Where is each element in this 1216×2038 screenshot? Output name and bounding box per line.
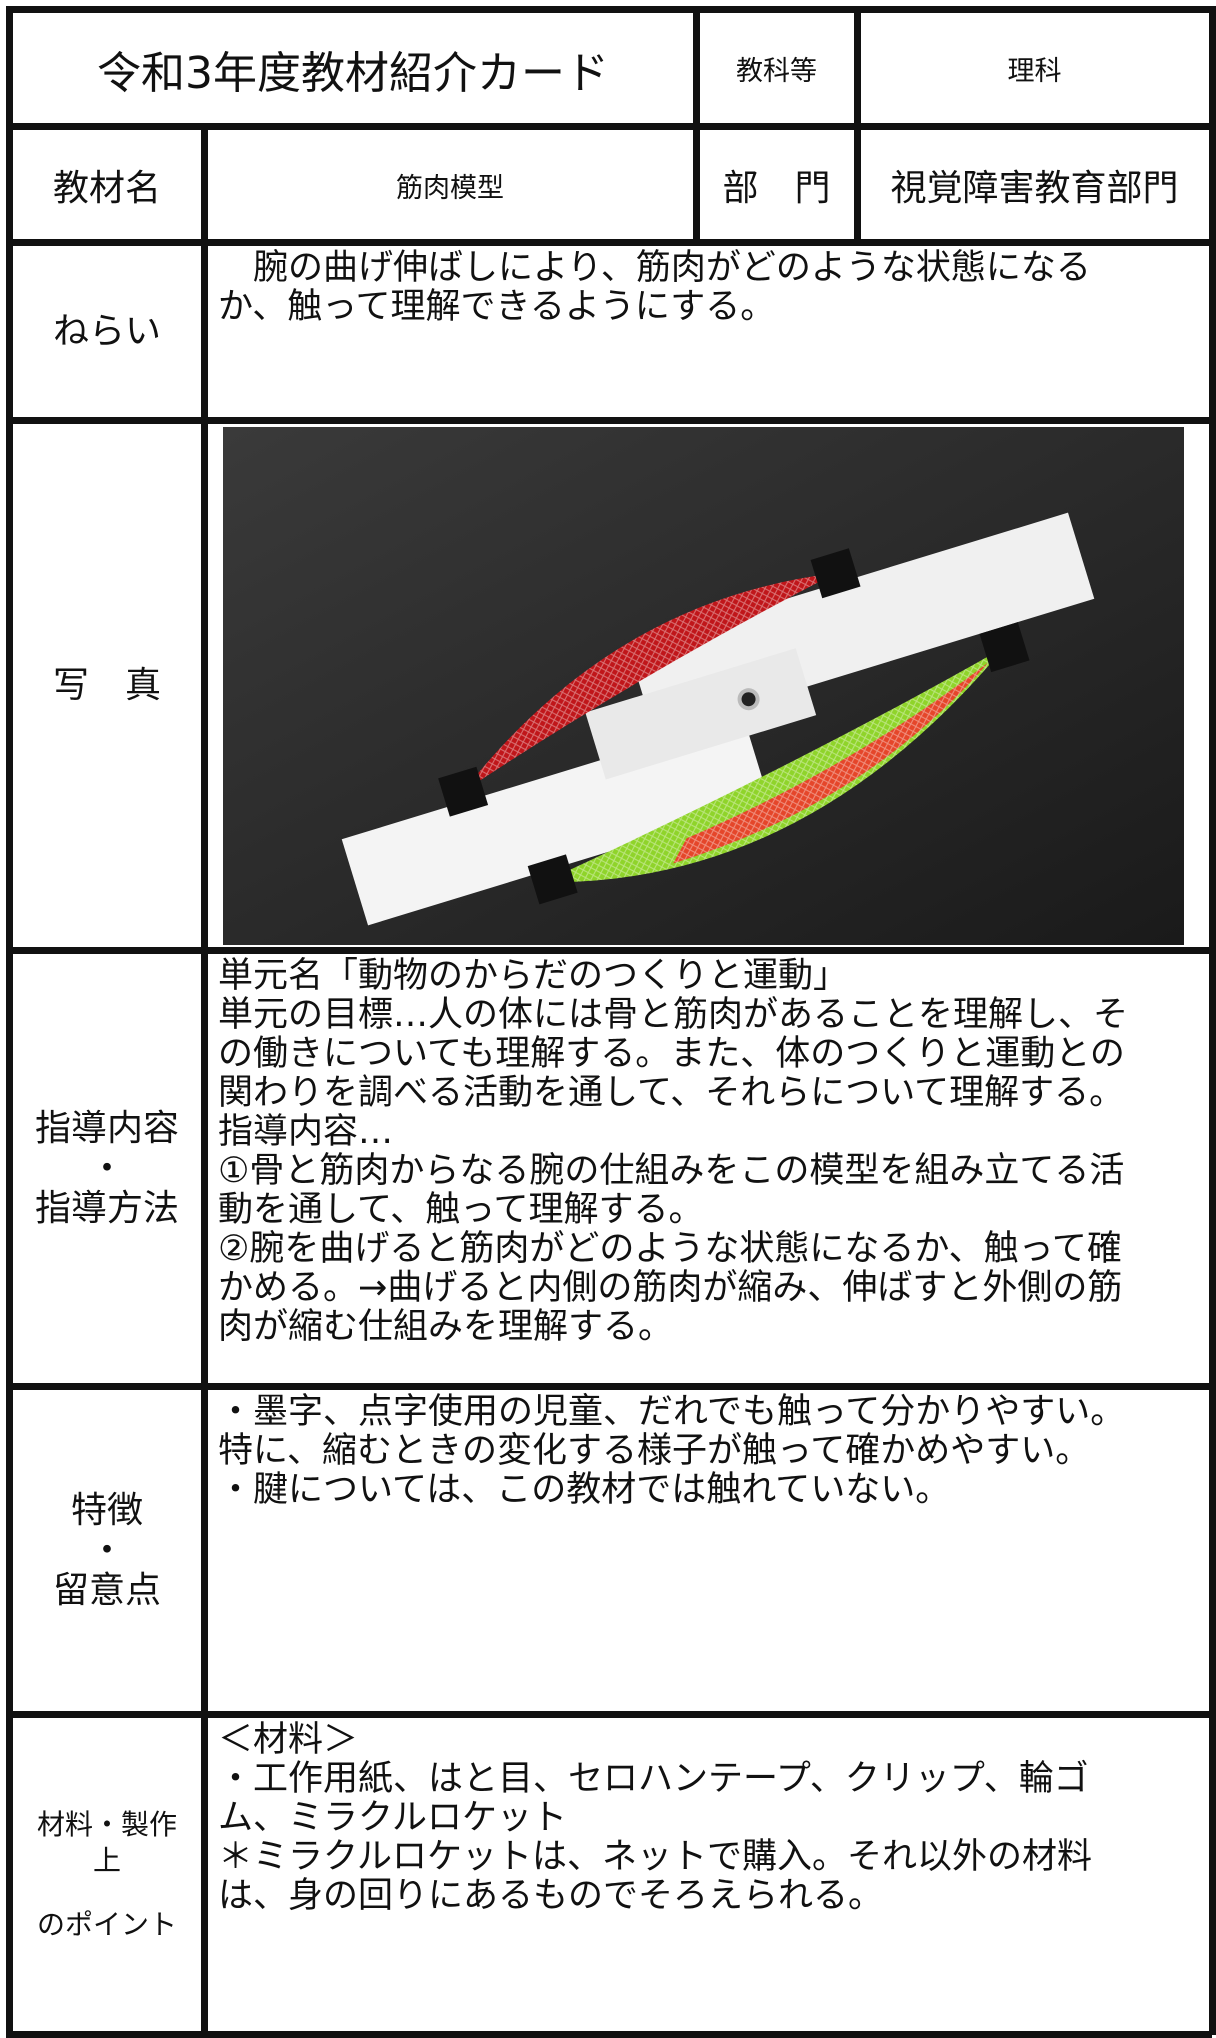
rule-line bbox=[6, 417, 1212, 424]
row-label: 材料・製作上のポイント bbox=[10, 1715, 204, 2035]
row-label: 指導内容・指導方法 bbox=[10, 951, 204, 1387]
subject-label: 教科等 bbox=[736, 56, 817, 87]
row-label: ねらい bbox=[10, 243, 204, 421]
label-line: 上 bbox=[92, 1844, 121, 1877]
text-line: 動を通して、触って理解する。 bbox=[218, 1190, 704, 1230]
text-line: か、触って理解できるようにする。 bbox=[218, 287, 776, 327]
label-line: ・ bbox=[88, 1148, 125, 1189]
rule-line bbox=[1209, 6, 1216, 2035]
text-line: は、身の回りにあるものでそろえられる。 bbox=[218, 1876, 884, 1916]
row-label: 特徴・留意点 bbox=[10, 1387, 204, 1715]
rule-line bbox=[6, 947, 1212, 954]
text-line: ＊ミラクルロケットは、ネットで購入。それ以外の材料 bbox=[218, 1837, 1092, 1877]
text-line: 腕の曲げ伸ばしにより、筋肉がどのような状態になる bbox=[218, 248, 1091, 288]
text-line: かめる。→曲げると内側の筋肉が縮み、伸ばすと外側の筋 bbox=[218, 1268, 1123, 1308]
label-line: 特徴 bbox=[70, 1490, 143, 1531]
material-label: 教材名 bbox=[52, 168, 161, 209]
text-line: ＜材料＞ bbox=[218, 1720, 359, 1760]
text-line: 単元の目標…人の体には骨と筋肉があることを理解し、そ bbox=[218, 995, 1129, 1035]
rule-line bbox=[854, 10, 861, 243]
text-line: ・工作用紙、はと目、セロハンテープ、クリップ、輪ゴ bbox=[218, 1759, 1089, 1799]
rule-line bbox=[201, 127, 208, 2035]
rule-line bbox=[6, 6, 13, 2035]
text-line: 肉が縮む仕組みを理解する。 bbox=[218, 1307, 674, 1347]
text-line: の働きについても理解する。また、体のつくりと運動との bbox=[218, 1034, 1125, 1074]
row-label: 写 真 bbox=[10, 421, 204, 951]
rule-line bbox=[6, 6, 1212, 13]
label-line: 写 真 bbox=[52, 665, 161, 706]
text-line: ム、ミラクルロケット bbox=[218, 1798, 567, 1838]
label-line: のポイント bbox=[36, 1908, 177, 1941]
text-line: 指導内容… bbox=[218, 1112, 394, 1152]
photo bbox=[223, 427, 1184, 945]
row-text: 単元名「動物のからだのつくりと運動」 単元の目標…人の体には骨と筋肉があることを理… bbox=[208, 955, 1208, 1383]
department-value: 視覚障害教育部門 bbox=[890, 168, 1179, 209]
card-title: 令和3年度教材紹介カード bbox=[97, 47, 609, 99]
rule-line bbox=[693, 10, 700, 243]
material-name: 筋肉模型 bbox=[396, 172, 504, 204]
text-line: 単元名「動物のからだのつくりと運動」 bbox=[218, 956, 849, 996]
label-line: ねらい bbox=[52, 311, 161, 352]
label-line: 材料・製作 bbox=[36, 1808, 177, 1841]
subject-value: 理科 bbox=[1007, 56, 1062, 87]
label-line: 指導内容 bbox=[34, 1108, 179, 1149]
label-line: ・ bbox=[88, 1530, 125, 1571]
text-line: ②腕を曲げると筋肉がどのような状態になるか、触って確 bbox=[218, 1229, 1122, 1269]
label-line: 留意点 bbox=[52, 1570, 161, 1611]
rule-line bbox=[6, 123, 1212, 130]
text-line: 関わりを調べる活動を通して、それらについて理解する。 bbox=[218, 1073, 1125, 1113]
department-label: 部 門 bbox=[722, 168, 831, 209]
text-line: ・腱については、この教材では触れていない。 bbox=[218, 1470, 951, 1510]
label-line: 指導方法 bbox=[34, 1188, 179, 1229]
text-line: ・墨字、点字使用の児童、だれでも触って分かりやすい。 bbox=[218, 1392, 1126, 1432]
row-text: 腕の曲げ伸ばしにより、筋肉がどのような状態になる か、触って理解できるようにする。 bbox=[208, 247, 1208, 417]
text-line: 特に、縮むときの変化する様子が触って確かめやすい。 bbox=[218, 1431, 1091, 1471]
rule-line bbox=[6, 1383, 1212, 1390]
row-text: ・墨字、点字使用の児童、だれでも触って分かりやすい。 特に、縮むときの変化する様子… bbox=[208, 1391, 1208, 1711]
text-line: ①骨と筋肉からなる腕の仕組みをこの模型を組み立てる活 bbox=[218, 1151, 1125, 1191]
row-text: ＜材料＞ ・工作用紙、はと目、セロハンテープ、クリップ、輪ゴ ム、ミラクルロケット＊… bbox=[208, 1719, 1208, 2031]
rule-line bbox=[6, 239, 1212, 246]
rule-line bbox=[6, 1711, 1212, 1718]
